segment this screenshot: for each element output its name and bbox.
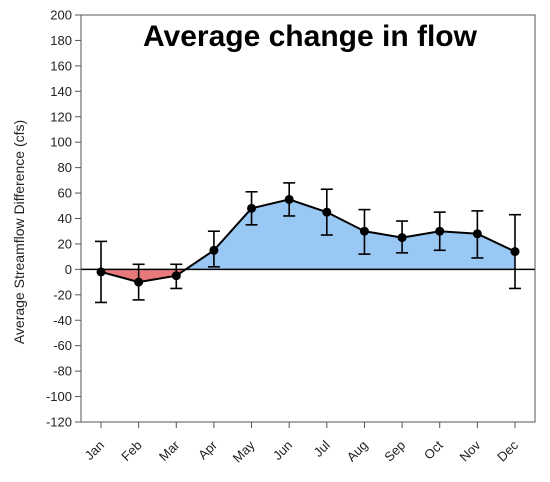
y-axis-ticks: -120 -100 -80 -60 -40 -20 0 20 40 60 80 100 120 140 16… bbox=[46, 8, 81, 430]
y-tick-label: -60 bbox=[53, 338, 72, 353]
data-point bbox=[96, 267, 106, 277]
y-tick-label: 180 bbox=[50, 33, 72, 48]
data-point bbox=[510, 247, 520, 257]
data-point bbox=[322, 207, 332, 217]
x-tick-label: Oct bbox=[421, 437, 446, 462]
x-tick-label: Jun bbox=[270, 438, 295, 463]
x-tick-label: Mar bbox=[156, 437, 183, 464]
x-axis-ticks: Jan Feb Mar Apr May Jun Jul Aug Sep Oct Nov Dec bbox=[82, 422, 521, 465]
data-point bbox=[171, 271, 181, 281]
data-point bbox=[359, 226, 369, 236]
x-tick-label: Apr bbox=[195, 437, 220, 462]
data-point bbox=[435, 226, 445, 236]
data-point bbox=[472, 229, 482, 239]
y-tick-label: -20 bbox=[53, 287, 72, 302]
y-tick-label: -80 bbox=[53, 364, 72, 379]
data-point bbox=[284, 194, 294, 204]
x-tick-label: Nov bbox=[457, 437, 484, 464]
y-tick-label: 0 bbox=[65, 262, 72, 277]
y-tick-label: 60 bbox=[58, 186, 72, 201]
data-point bbox=[209, 245, 219, 255]
y-tick-label: 120 bbox=[50, 109, 72, 124]
y-tick-label: -120 bbox=[46, 415, 72, 430]
y-tick-label: 20 bbox=[58, 236, 72, 251]
y-tick-label: -100 bbox=[46, 389, 72, 404]
data-point bbox=[397, 233, 407, 243]
x-tick-label: Dec bbox=[494, 437, 521, 464]
x-tick-label: Jul bbox=[311, 437, 333, 459]
y-tick-label: 160 bbox=[50, 58, 72, 73]
y-tick-label: 40 bbox=[58, 211, 72, 226]
chart-title: Average change in flow bbox=[143, 20, 478, 53]
y-tick-label: 200 bbox=[50, 8, 72, 23]
y-axis-label: Average Streamflow Difference (cfs) bbox=[11, 120, 27, 344]
negative-area bbox=[101, 269, 186, 283]
positive-area bbox=[185, 199, 515, 270]
y-tick-label: 100 bbox=[50, 135, 72, 150]
data-point bbox=[134, 277, 144, 287]
x-tick-label: Feb bbox=[118, 438, 144, 464]
x-tick-label: May bbox=[230, 437, 258, 465]
series-line bbox=[100, 198, 516, 284]
area-fills bbox=[101, 199, 515, 283]
y-tick-label: 140 bbox=[50, 84, 72, 99]
data-points bbox=[96, 194, 520, 287]
y-tick-label: -40 bbox=[53, 313, 72, 328]
x-tick-label: Sep bbox=[381, 438, 408, 465]
x-tick-label: Jan bbox=[82, 438, 107, 463]
y-tick-label: 80 bbox=[58, 160, 72, 175]
x-tick-label: Aug bbox=[344, 438, 371, 465]
data-point bbox=[247, 203, 257, 213]
